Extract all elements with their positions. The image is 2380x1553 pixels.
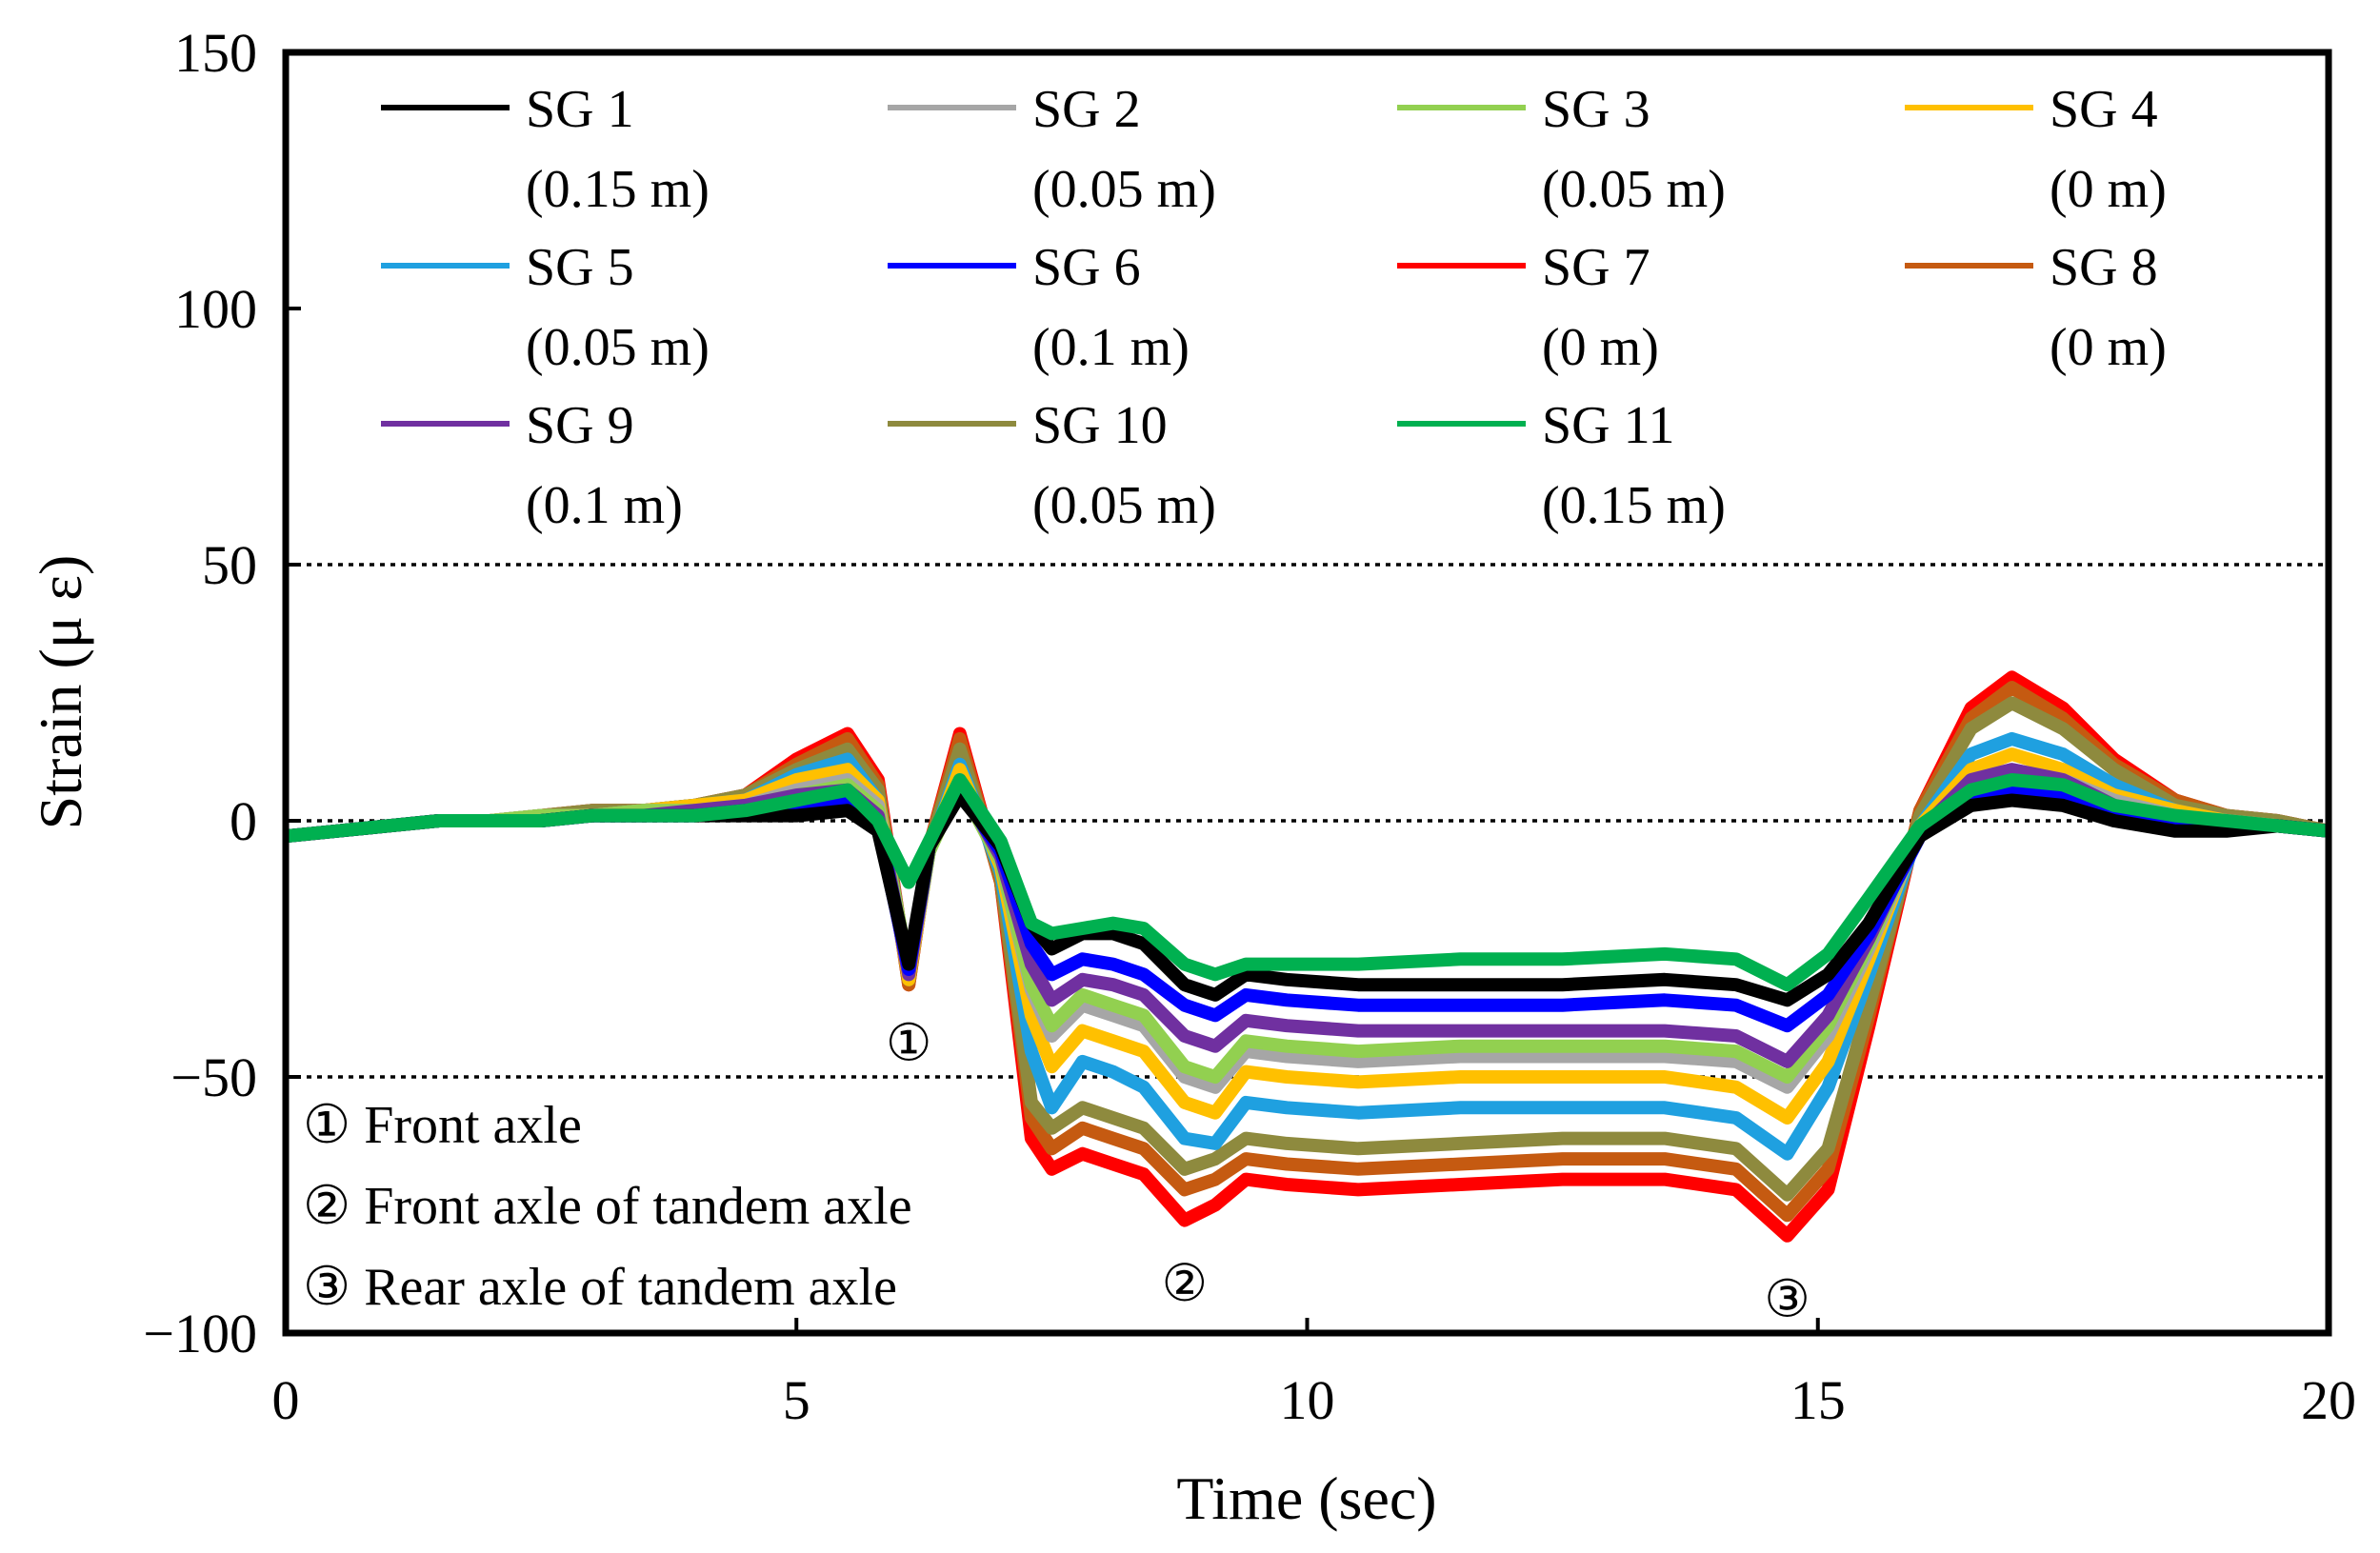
series-line-sg-6 (286, 783, 2329, 1033)
legend-sublabel: (0.15 m) (1542, 476, 1726, 535)
legend-sublabel: (0.05 m) (526, 318, 710, 377)
x-tick-label: 10 (1280, 1369, 1335, 1431)
legend-label: SG 10 (1032, 396, 1168, 455)
axle-annotation: ③ Rear axle of tandem axle (303, 1258, 897, 1317)
legend-item: SG 6 (0.1 m) (888, 238, 1190, 377)
legend-item: SG 4 (0 m) (1905, 80, 2167, 219)
series-line-sg-11 (286, 773, 2329, 992)
y-tick-label: 150 (174, 22, 257, 84)
y-tick-label: 100 (174, 278, 257, 340)
legend-sublabel: (0 m) (2050, 160, 2167, 219)
axle-annotations: ① Front axle ② Front axle of tandem axle ③… (303, 1096, 912, 1317)
y-tick-label: −100 (143, 1303, 257, 1364)
x-axis-ticks: 0 5 10 15 20 (272, 1318, 2356, 1431)
legend-sublabel: (0.05 m) (1032, 476, 1216, 535)
legend-item: SG 10 (0.05 m) (888, 396, 1216, 535)
legend-item: SG 8 (0 m) (1905, 238, 2167, 377)
legend-label: SG 1 (526, 80, 634, 139)
legend-label: SG 2 (1032, 80, 1141, 139)
x-tick-label: 20 (2301, 1369, 2356, 1431)
legend-sublabel: (0.15 m) (526, 160, 710, 219)
axle-marker: ② (1162, 1255, 1208, 1312)
legend-item: SG 3 (0.05 m) (1397, 80, 1726, 219)
y-tick-label: 50 (202, 534, 257, 596)
legend-item: SG 2 (0.05 m) (888, 80, 1216, 219)
x-tick-label: 0 (272, 1369, 300, 1431)
legend-label: SG 6 (1032, 238, 1141, 297)
x-tick-label: 15 (1790, 1369, 1846, 1431)
legend-label: SG 7 (1542, 238, 1650, 297)
legend-item: SG 11 (0.15 m) (1397, 396, 1726, 535)
legend-sublabel: (0.05 m) (1032, 160, 1216, 219)
axle-markers: ① ② ③ (886, 1014, 1810, 1327)
y-axis-ticks: 150 100 50 0 −50 −100 (143, 22, 301, 1364)
legend-label: SG 8 (2050, 238, 2158, 297)
legend-label: SG 9 (526, 396, 634, 455)
y-axis-title: Strain (μ ε) (27, 555, 94, 830)
legend: SG 1 (0.15 m) SG 2 (0.05 m) SG 3 (0.05 m) SG 4… (381, 80, 2167, 535)
y-tick-label: 0 (230, 790, 257, 852)
legend-sublabel: (0 m) (1542, 318, 1659, 377)
axle-annotation: ① Front axle (303, 1096, 582, 1155)
legend-sublabel: (0 m) (2050, 318, 2167, 377)
legend-label: SG 5 (526, 238, 634, 297)
legend-sublabel: (0.1 m) (526, 476, 683, 535)
legend-label: SG 4 (2050, 80, 2158, 139)
legend-item: SG 5 (0.05 m) (381, 238, 710, 377)
legend-label: SG 3 (1542, 80, 1650, 139)
series-layer (286, 670, 2329, 1243)
legend-item: SG 9 (0.1 m) (381, 396, 683, 535)
x-tick-label: 5 (783, 1369, 810, 1431)
axle-annotation: ② Front axle of tandem axle (303, 1177, 912, 1236)
axle-marker: ① (886, 1014, 931, 1071)
y-tick-label: −50 (170, 1046, 257, 1108)
x-axis-title: Time (sec) (1176, 1464, 1436, 1532)
legend-item: SG 7 (0 m) (1397, 238, 1659, 377)
legend-sublabel: (0.05 m) (1542, 160, 1726, 219)
legend-item: SG 1 (0.15 m) (381, 80, 710, 219)
legend-label: SG 11 (1542, 396, 1675, 455)
axle-marker: ③ (1764, 1270, 1810, 1327)
legend-sublabel: (0.1 m) (1032, 318, 1190, 377)
